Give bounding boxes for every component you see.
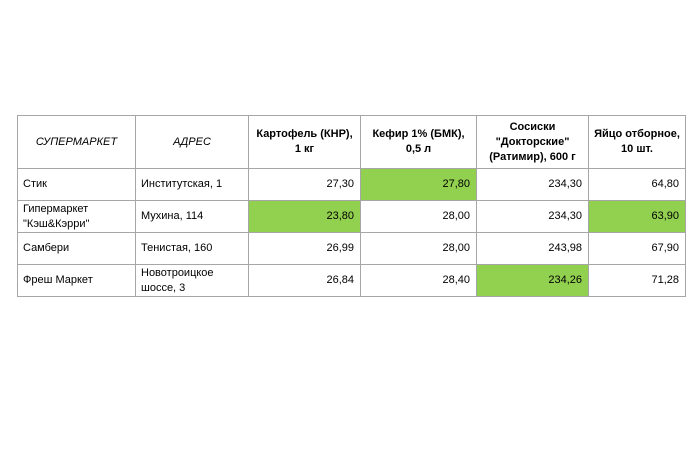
header-store: СУПЕРМАРКЕТ [17,115,136,169]
store-address: Новотроицкое шоссе, 3 [135,264,249,297]
store-name: Стик [17,168,136,201]
store-address: Институтская, 1 [135,168,249,201]
price-sausages: 234,30 [476,168,589,201]
table-row: Гипермаркет "Кэш&Кэрри" Мухина, 114 23,8… [17,200,686,233]
store-name: Гипермаркет "Кэш&Кэрри" [17,200,136,233]
price-sausages: 234,26 [476,264,589,297]
price-potato: 26,99 [248,232,361,265]
table-row: Фреш Маркет Новотроицкое шоссе, 3 26,84 … [17,264,686,297]
price-potato: 23,80 [248,200,361,233]
price-sausages: 243,98 [476,232,589,265]
store-name: Самбери [17,232,136,265]
price-eggs: 64,80 [588,168,686,201]
price-kefir: 28,40 [360,264,477,297]
price-potato: 26,84 [248,264,361,297]
header-sausages: Сосиски "Докторские" (Ратимир), 600 г [476,115,589,169]
header-eggs: Яйцо отборное, 10 шт. [588,115,686,169]
price-eggs: 63,90 [588,200,686,233]
store-address: Мухина, 114 [135,200,249,233]
price-sausages: 234,30 [476,200,589,233]
price-kefir: 28,00 [360,232,477,265]
header-address: АДРЕС [135,115,249,169]
price-potato: 27,30 [248,168,361,201]
header-row: СУПЕРМАРКЕТ АДРЕС Картофель (КНР), 1 кг … [17,115,686,169]
header-kefir: Кефир 1% (БМК), 0,5 л [360,115,477,169]
header-potato: Картофель (КНР), 1 кг [248,115,361,169]
price-eggs: 71,28 [588,264,686,297]
price-eggs: 67,90 [588,232,686,265]
price-kefir: 27,80 [360,168,477,201]
store-name: Фреш Маркет [17,264,136,297]
table-row: Самбери Тенистая, 160 26,99 28,00 243,98… [17,232,686,265]
store-address: Тенистая, 160 [135,232,249,265]
price-kefir: 28,00 [360,200,477,233]
table-row: Стик Институтская, 1 27,30 27,80 234,30 … [17,168,686,201]
price-comparison-table: СУПЕРМАРКЕТ АДРЕС Картофель (КНР), 1 кг … [17,115,686,297]
